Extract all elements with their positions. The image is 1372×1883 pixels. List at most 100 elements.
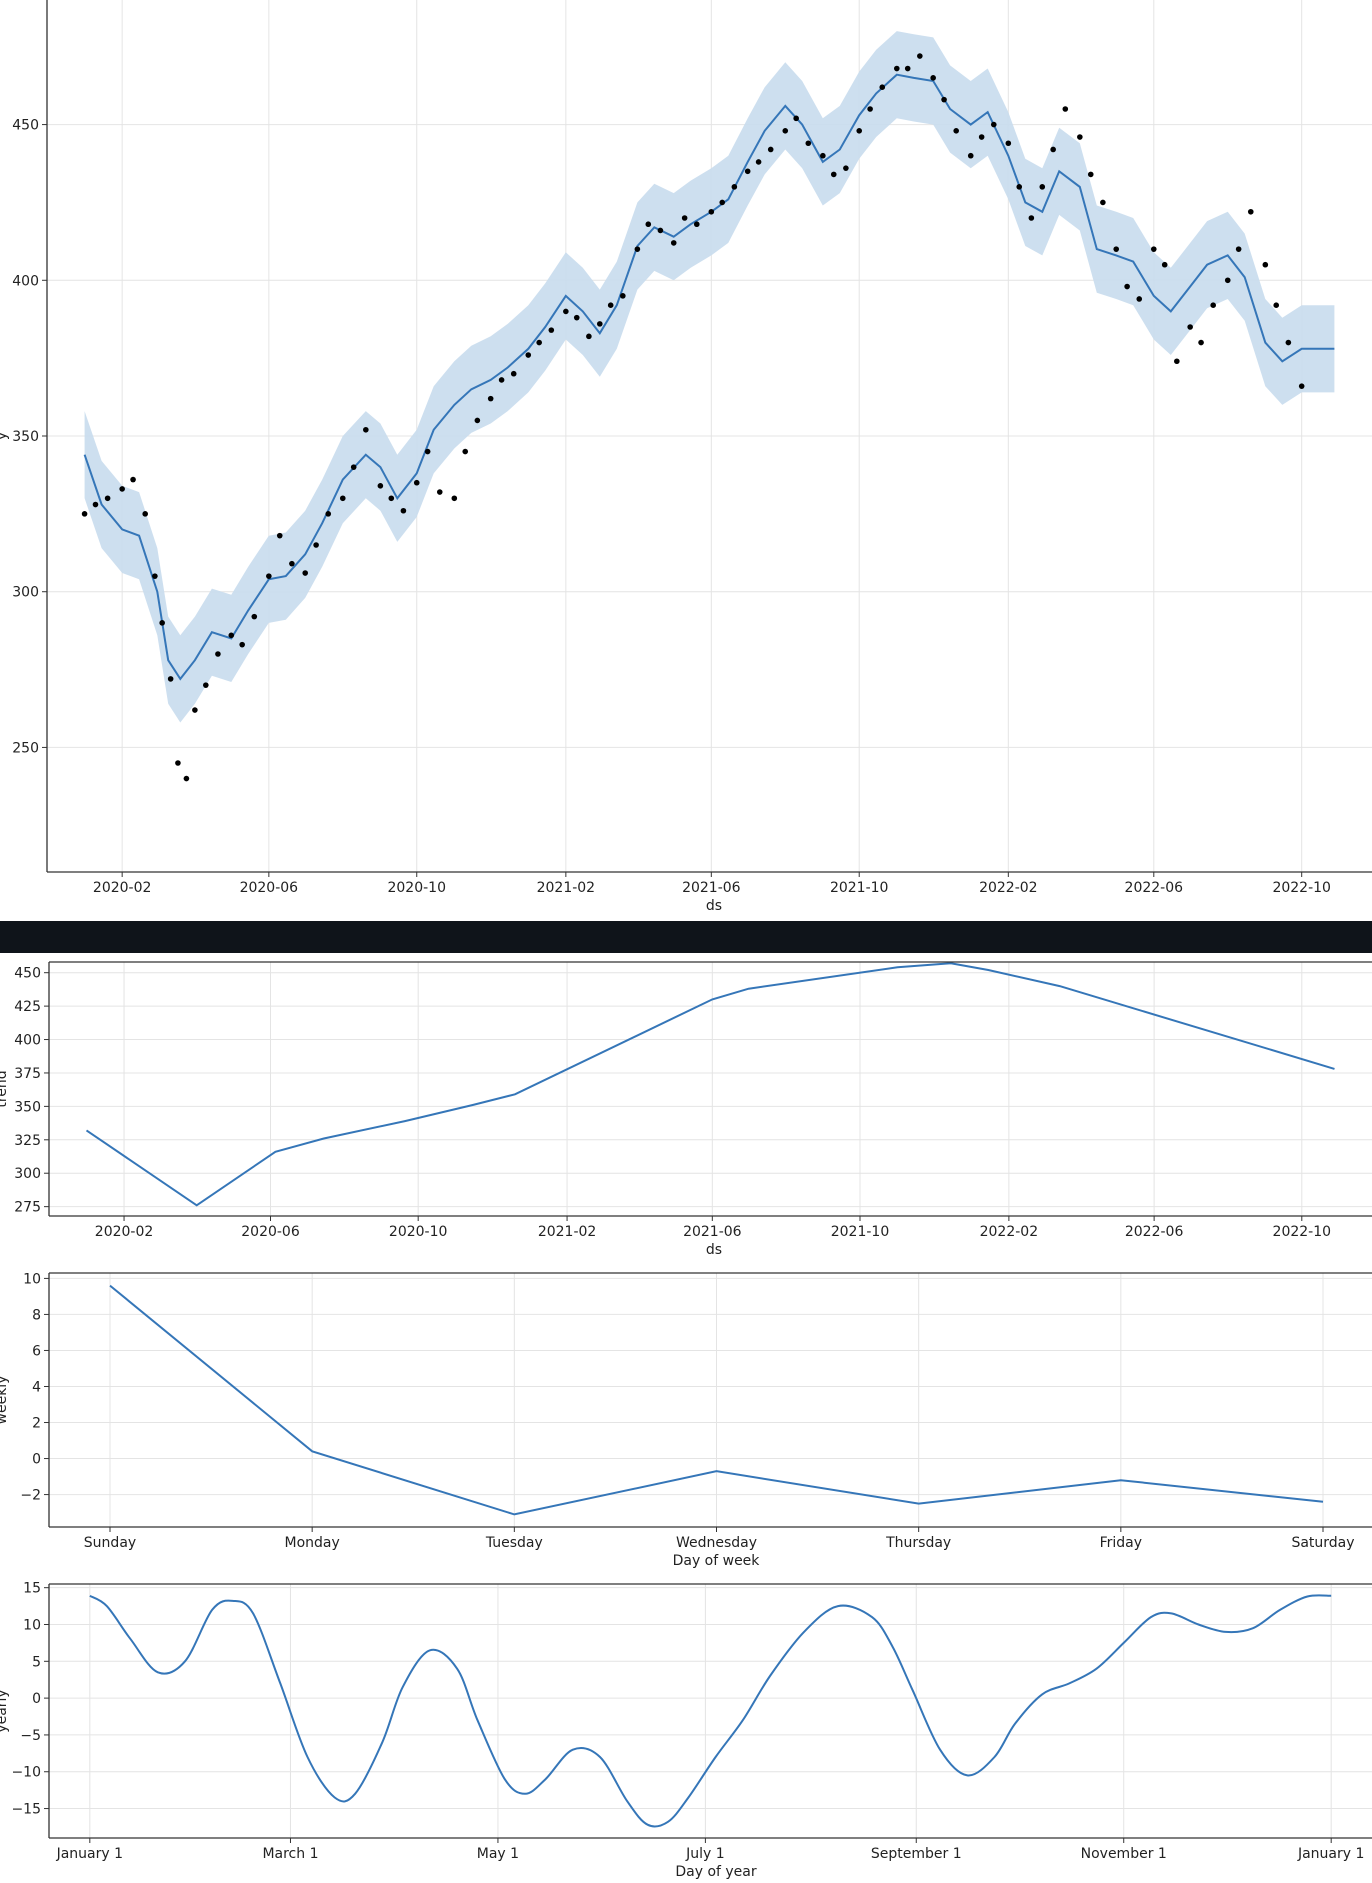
observed-point [879, 84, 886, 90]
observed-point [266, 573, 272, 579]
observed-point [1224, 277, 1231, 284]
observed-point [731, 184, 738, 190]
observed-point [1039, 184, 1046, 190]
x-tick-label: 2022-06 [1125, 1224, 1184, 1240]
y-axis-label: y [0, 432, 10, 440]
x-tick-label: November 1 [1081, 1846, 1167, 1862]
y-axis-label: weekly [0, 1376, 10, 1425]
x-tick-label: 2020-10 [389, 1224, 448, 1240]
observed-point [400, 507, 407, 514]
observed-point [767, 146, 774, 153]
observed-point [1077, 134, 1083, 140]
observed-point [474, 417, 481, 424]
y-tick-label: 350 [12, 429, 39, 445]
observed-point [228, 632, 235, 639]
x-tick-label: March 1 [262, 1846, 318, 1862]
observed-point [1161, 261, 1168, 268]
observed-point [363, 426, 369, 433]
observed-point [548, 327, 555, 333]
x-tick-label: 2020-10 [387, 880, 446, 896]
observed-point [413, 479, 420, 486]
x-tick-label: January 1 [1297, 1846, 1364, 1862]
uncertainty-band [84, 31, 1335, 723]
observed-point [1087, 171, 1094, 178]
observed-point [525, 352, 532, 358]
x-tick-label: 2021-06 [683, 1224, 742, 1240]
observed-point [1028, 215, 1035, 221]
observed-point [1235, 246, 1242, 252]
observed-point [215, 651, 221, 657]
y-tick-label: 425 [14, 999, 41, 1015]
y-tick-label: −10 [11, 1765, 41, 1781]
observed-point [805, 140, 812, 147]
trend-panel: 2020-02 2020-06 2020-10 2021-02 2021-06 2021-… [0, 961, 1372, 1258]
observed-point [462, 448, 469, 455]
y-tick-label: 2 [32, 1416, 41, 1432]
observed-point [670, 240, 677, 246]
observed-point [941, 96, 947, 103]
observed-point [782, 128, 789, 134]
x-tick-label: 2022-06 [1125, 880, 1184, 896]
y-tick-label: 275 [14, 1200, 41, 1216]
observed-point [586, 333, 592, 340]
x-axis-label: Day of week [673, 1553, 761, 1569]
x-tick-label: Sunday [84, 1535, 136, 1551]
observed-point [1113, 246, 1120, 252]
observed-point [536, 339, 542, 346]
observed-point [325, 511, 332, 517]
observed-point [350, 464, 357, 470]
observed-point [142, 511, 148, 517]
observed-point [893, 65, 900, 72]
observed-point [175, 760, 181, 766]
y-tick-label: 375 [14, 1066, 41, 1082]
forecast-panel: 2020-02 2020-06 2020-10 2021-02 2021-06 2021-… [0, 0, 1372, 914]
y-tick-label: 15 [23, 1581, 41, 1597]
observed-point [203, 682, 209, 688]
y-tick-label: 5 [32, 1654, 41, 1670]
observed-point [1062, 106, 1069, 112]
observed-point [159, 620, 165, 626]
y-tick-label: 400 [14, 1033, 41, 1049]
observed-point [755, 159, 762, 165]
x-tick-label: September 1 [871, 1846, 962, 1862]
x-tick-label: 2022-02 [979, 880, 1038, 896]
y-tick-label: 325 [14, 1133, 41, 1149]
x-tick-label: Saturday [1291, 1535, 1354, 1551]
observed-point [1005, 140, 1012, 147]
y-tick-label: −2 [20, 1488, 41, 1504]
observed-point [487, 395, 494, 402]
observed-point [563, 308, 569, 315]
observed-point [81, 511, 88, 517]
observed-point [657, 227, 664, 234]
y-tick-label: 0 [32, 1691, 41, 1707]
observed-point [1050, 146, 1056, 153]
observed-point [681, 215, 688, 221]
x-tick-label: 2020-02 [95, 1224, 154, 1240]
x-axis-label: Day of year [675, 1864, 757, 1880]
y-tick-label: 4 [32, 1379, 41, 1395]
observed-point [339, 495, 346, 502]
observed-point [388, 495, 395, 502]
observed-point [793, 115, 799, 122]
observed-point [1198, 339, 1204, 346]
x-axis-label: ds [706, 1242, 722, 1258]
observed-point [1285, 339, 1292, 346]
observed-point [276, 532, 283, 539]
observed-point [1247, 208, 1254, 215]
observed-point [904, 65, 911, 72]
y-tick-label: 400 [12, 273, 39, 289]
trend-line [85, 962, 1335, 1207]
x-tick-label: January 1 [56, 1846, 123, 1862]
observed-point [820, 152, 826, 159]
x-tick-label: 2022-02 [980, 1224, 1039, 1240]
observed-point [830, 171, 837, 178]
observed-point [967, 152, 974, 159]
observed-point [867, 106, 873, 112]
observed-point [596, 321, 603, 327]
y-tick-label: 6 [32, 1343, 41, 1359]
observed-point [1016, 184, 1023, 190]
observed-point [1136, 296, 1143, 302]
observed-point [424, 448, 431, 455]
